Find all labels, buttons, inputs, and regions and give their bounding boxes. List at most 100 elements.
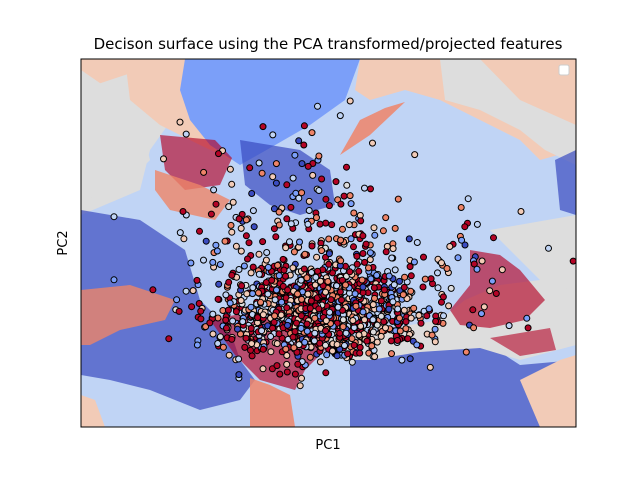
scatter-point xyxy=(355,331,363,339)
scatter-point xyxy=(396,277,403,285)
legend-box xyxy=(558,64,570,76)
scatter-point xyxy=(391,266,399,274)
scatter-point xyxy=(160,155,167,163)
scatter-point xyxy=(193,276,201,284)
scatter-point xyxy=(322,369,330,377)
surface-region xyxy=(240,140,335,215)
scatter-point xyxy=(322,219,330,227)
scatter-point xyxy=(283,360,291,368)
scatter-point xyxy=(359,232,367,240)
scatter-point xyxy=(247,346,254,354)
scatter-point xyxy=(431,325,439,333)
surface-region xyxy=(355,59,576,160)
scatter-point xyxy=(323,351,331,359)
scatter-point xyxy=(279,282,287,290)
scatter-point xyxy=(235,215,243,223)
scatter-point xyxy=(458,236,466,244)
scatter-point xyxy=(445,302,453,310)
scatter-point xyxy=(241,343,249,351)
scatter-point xyxy=(313,214,320,222)
scatter-point xyxy=(232,308,240,316)
scatter-point xyxy=(284,286,292,294)
scatter-point xyxy=(315,187,323,194)
scatter-point xyxy=(488,277,496,285)
scatter-point xyxy=(270,225,278,233)
surface-region xyxy=(555,150,576,215)
scatter-point xyxy=(394,195,402,203)
scatter-point xyxy=(226,165,234,173)
scatter-point xyxy=(473,220,481,228)
scatter-point xyxy=(283,181,291,189)
scatter-point xyxy=(237,247,245,255)
scatter-point xyxy=(410,304,418,312)
scatter-point xyxy=(259,365,267,373)
scatter-point xyxy=(269,131,277,139)
scatter-point xyxy=(237,297,245,304)
scatter-point xyxy=(421,275,429,283)
scatter-point xyxy=(370,224,378,232)
scatter-point xyxy=(405,235,413,243)
scatter-point xyxy=(193,341,201,349)
scatter-point xyxy=(187,259,195,267)
scatter-point xyxy=(267,348,275,356)
scatter-point xyxy=(301,338,309,346)
scatter-point xyxy=(492,290,500,297)
scatter-point xyxy=(226,299,234,307)
scatter-point xyxy=(228,180,236,188)
scatter-point xyxy=(200,256,207,264)
scatter-point xyxy=(247,269,255,277)
scatter-point xyxy=(322,341,329,349)
scatter-point xyxy=(296,382,304,390)
scatter-point xyxy=(212,200,220,208)
scatter-point xyxy=(273,340,281,348)
scatter-point xyxy=(298,295,306,303)
scatter-point xyxy=(209,310,217,318)
scatter-point xyxy=(359,283,367,291)
scatter-point xyxy=(359,250,367,257)
scatter-point xyxy=(434,269,441,277)
scatter-point xyxy=(316,358,324,366)
scatter-point xyxy=(308,269,315,276)
scatter-point xyxy=(242,232,250,240)
scatter-point xyxy=(377,332,385,340)
scatter-point xyxy=(294,290,301,298)
scatter-point xyxy=(259,311,267,319)
scatter-point xyxy=(337,236,345,244)
scatter-point xyxy=(264,290,272,298)
scatter-point xyxy=(480,303,488,311)
scatter-point xyxy=(369,316,377,324)
scatter-point xyxy=(308,129,316,137)
scatter-point xyxy=(454,254,462,262)
scatter-point xyxy=(316,220,324,228)
scatter-point xyxy=(447,284,455,292)
scatter-point xyxy=(356,343,364,351)
y-axis-label: PC2 xyxy=(56,230,71,255)
scatter-point xyxy=(245,239,253,247)
scatter-point xyxy=(303,320,311,328)
scatter-point xyxy=(524,324,532,332)
scatter-point xyxy=(279,255,287,263)
scatter-point xyxy=(423,312,431,320)
scatter-point xyxy=(225,278,233,286)
scatter-point xyxy=(368,342,376,350)
scatter-point xyxy=(406,355,414,363)
scatter-point xyxy=(282,345,290,353)
scatter-point xyxy=(317,277,324,285)
scatter-point xyxy=(298,189,306,197)
scatter-point xyxy=(315,305,323,313)
scatter-point xyxy=(342,281,349,289)
scatter-point xyxy=(180,235,188,243)
scatter-point xyxy=(394,337,401,344)
scatter-point xyxy=(478,310,485,318)
scatter-point xyxy=(298,374,305,382)
scatter-point xyxy=(268,365,276,373)
scatter-point xyxy=(358,276,366,284)
scatter-point xyxy=(399,291,407,299)
scatter-point xyxy=(149,286,157,294)
surface-region xyxy=(340,102,405,155)
scatter-point xyxy=(240,262,248,270)
scatter-point xyxy=(293,319,300,327)
scatter-point xyxy=(490,234,497,242)
scatter-point xyxy=(202,237,210,245)
scatter-point xyxy=(327,296,335,304)
